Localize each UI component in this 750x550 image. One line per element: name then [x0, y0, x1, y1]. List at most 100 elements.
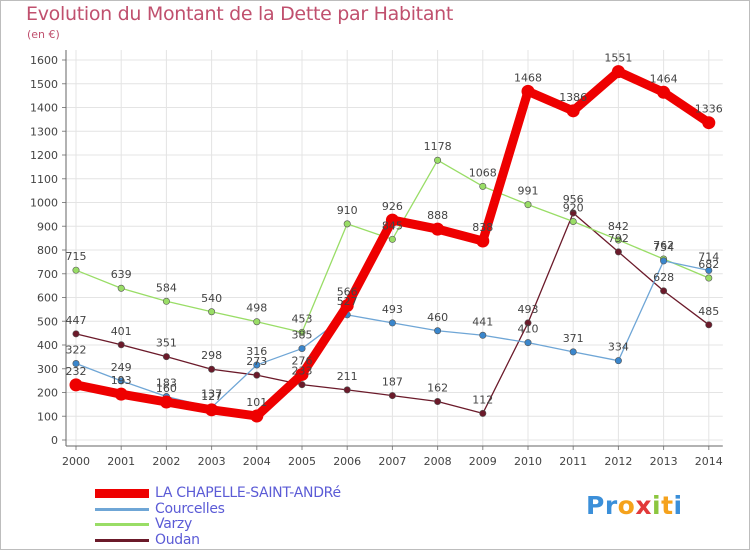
data-point: [434, 156, 442, 164]
data-point: [660, 257, 668, 265]
data-point: [117, 284, 125, 292]
data-label: 991: [518, 185, 539, 198]
data-label: 1468: [514, 71, 542, 84]
data-label: 956: [563, 193, 584, 206]
data-point: [298, 345, 306, 353]
y-tick-label: 1300: [30, 125, 58, 138]
data-label: 183: [156, 377, 177, 390]
data-point: [476, 234, 490, 248]
data-point: [431, 222, 445, 236]
data-label: 628: [653, 271, 674, 284]
data-label: 754: [653, 241, 674, 254]
data-label: 410: [518, 323, 539, 336]
data-label: 1068: [469, 166, 497, 179]
y-tick-label: 1600: [30, 54, 58, 67]
data-label: 273: [246, 355, 267, 368]
data-point: [208, 308, 216, 316]
data-label: 888: [427, 209, 448, 222]
data-point: [524, 319, 532, 327]
data-point: [208, 365, 216, 373]
data-label: 137: [201, 387, 222, 400]
data-label: 162: [427, 382, 448, 395]
data-label: 926: [382, 200, 403, 213]
x-tick-label: 2002: [152, 455, 180, 468]
data-label: 101: [246, 396, 267, 409]
legend-item-la-chapelle: LA CHAPELLE-SAINT-ANDRé: [95, 485, 341, 501]
data-label: 762: [653, 239, 674, 252]
legend-swatch: [95, 538, 149, 542]
data-point: [657, 85, 671, 99]
x-tick-label: 2006: [333, 455, 361, 468]
y-tick-label: 100: [37, 410, 58, 423]
x-tick-label: 2011: [559, 455, 587, 468]
data-point: [702, 116, 716, 130]
data-label: 715: [66, 250, 87, 263]
legend-item-oudan: Oudan: [95, 532, 200, 548]
y-tick-label: 0: [51, 434, 58, 447]
x-tick-label: 2004: [243, 455, 271, 468]
chart-title: Evolution du Montant de la Dette par Hab…: [26, 3, 454, 25]
data-label: 193: [111, 374, 132, 387]
logo-letter: x: [635, 491, 652, 520]
data-label: 714: [698, 250, 719, 263]
data-label: 401: [111, 325, 132, 338]
y-tick-label: 200: [37, 387, 58, 400]
data-label: 460: [427, 311, 448, 324]
x-tick-label: 2010: [514, 455, 542, 468]
data-label: 540: [201, 292, 222, 305]
data-point: [566, 104, 580, 118]
x-tick-label: 2000: [62, 455, 90, 468]
data-label: 334: [608, 341, 629, 354]
chart-subtitle: (en €): [27, 28, 60, 41]
data-label: 160: [156, 382, 177, 395]
data-label: 1464: [650, 72, 678, 85]
data-point: [524, 339, 532, 347]
x-tick-label: 2008: [424, 455, 452, 468]
data-point: [343, 386, 351, 394]
data-point: [295, 367, 309, 381]
x-tick-label: 2003: [198, 455, 226, 468]
data-point: [253, 361, 261, 369]
logo-letter: P: [586, 491, 605, 520]
data-label: 920: [563, 202, 584, 215]
data-point: [250, 409, 264, 423]
data-point: [159, 395, 173, 409]
y-tick-label: 800: [37, 244, 58, 257]
legend-item-courcelles: Courcelles: [95, 501, 225, 517]
legend-label: Courcelles: [155, 501, 225, 517]
y-tick-label: 1100: [30, 173, 58, 186]
data-point: [705, 266, 713, 274]
data-point: [72, 266, 80, 274]
data-label: 842: [608, 220, 629, 233]
data-label: 584: [156, 281, 177, 294]
data-label: 1551: [604, 52, 632, 65]
data-point: [69, 378, 83, 392]
data-point: [434, 327, 442, 335]
x-tick-label: 2005: [288, 455, 316, 468]
data-point: [343, 220, 351, 228]
legend-swatch: [95, 522, 149, 526]
legend-swatch: [95, 507, 149, 511]
data-point: [385, 213, 399, 227]
data-label: 1178: [424, 140, 452, 153]
data-point: [72, 360, 80, 368]
data-label: 493: [518, 303, 539, 316]
data-label: 233: [292, 365, 313, 378]
data-point: [298, 381, 306, 389]
data-label: 453: [292, 312, 313, 325]
y-tick-label: 700: [37, 268, 58, 281]
data-label: 232: [66, 365, 87, 378]
data-point: [705, 321, 713, 329]
legend-label: LA CHAPELLE-SAINT-ANDRé: [155, 485, 341, 501]
data-point: [388, 319, 396, 327]
data-label: 441: [472, 315, 493, 328]
data-point: [614, 236, 622, 244]
x-tick-label: 2009: [469, 455, 497, 468]
y-tick-label: 1500: [30, 78, 58, 91]
legend-item-varzy: Varzy: [95, 516, 192, 532]
data-label: 527: [337, 295, 358, 308]
x-tick-label: 2014: [695, 455, 723, 468]
x-tick-label: 2001: [107, 455, 135, 468]
y-tick-label: 1200: [30, 149, 58, 162]
